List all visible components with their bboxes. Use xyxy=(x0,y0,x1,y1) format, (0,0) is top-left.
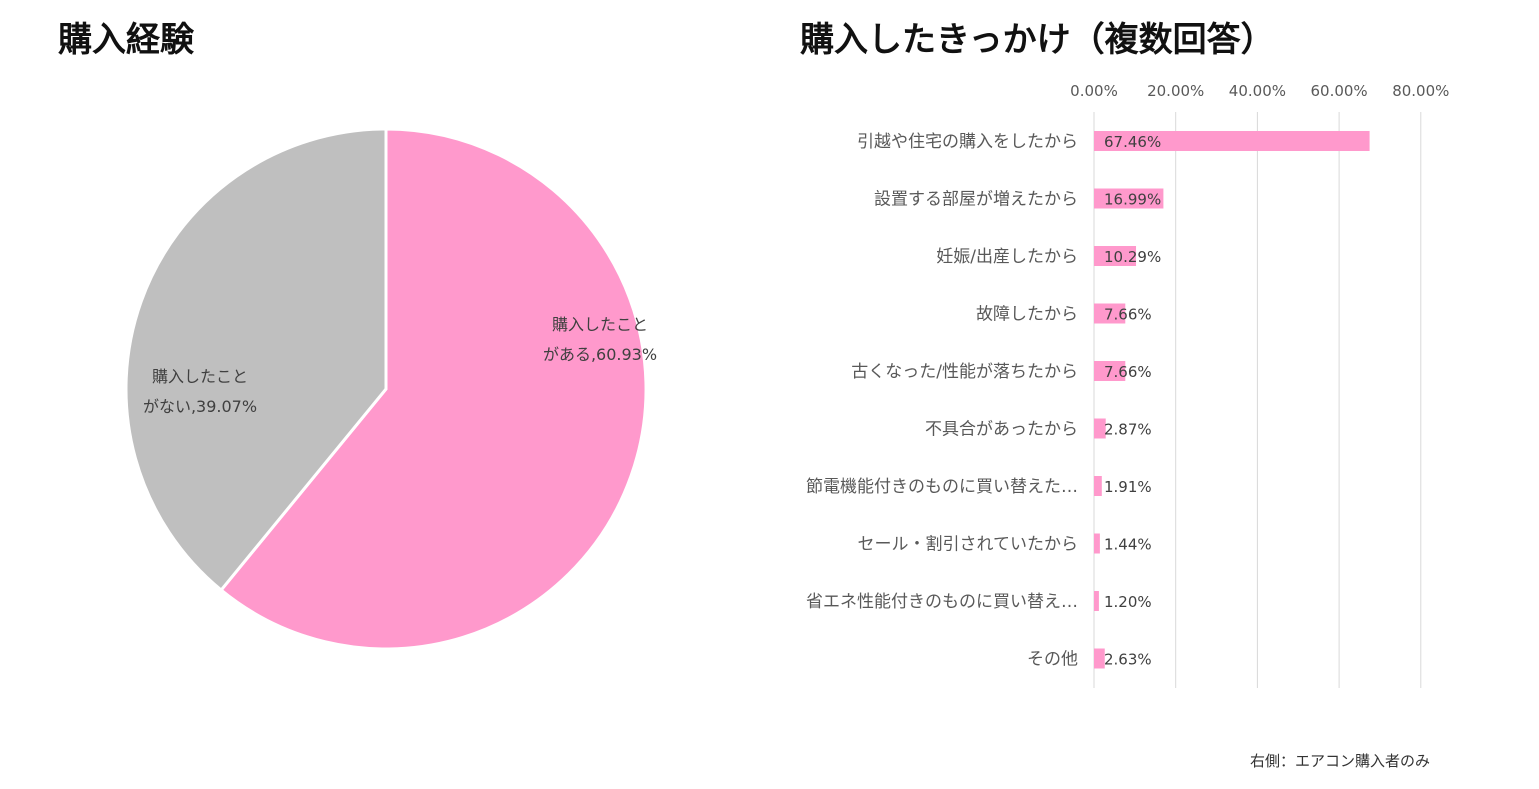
bar-x-tick-label: 20.00% xyxy=(1147,82,1204,100)
bar xyxy=(1094,591,1099,611)
bar-value-label: 10.29% xyxy=(1104,248,1161,266)
bar-category-label: 故障したから xyxy=(976,305,1078,325)
bar-value-label: 2.63% xyxy=(1104,651,1152,669)
bar-value-label: 1.91% xyxy=(1104,478,1152,496)
bar-x-tick-label: 60.00% xyxy=(1310,82,1367,100)
bar-value-label: 1.20% xyxy=(1104,593,1152,611)
bar-category-label: 古くなった/性能が落ちたから xyxy=(851,362,1078,382)
bar-category-label: 引越や住宅の購入をしたから xyxy=(857,132,1078,152)
footnote: 右側：エアコン購入者のみ xyxy=(1250,750,1430,771)
bar-x-tick-label: 40.00% xyxy=(1229,82,1286,100)
bar-category-label: 節電機能付きのものに買い替えた… xyxy=(806,477,1078,497)
bar-category-label: 省エネ性能付きのものに買い替え… xyxy=(806,592,1078,612)
bar xyxy=(1094,534,1100,554)
bar-x-tick-label: 0.00% xyxy=(1070,82,1118,100)
bar-value-label: 1.44% xyxy=(1104,536,1152,554)
bar-x-tick-label: 80.00% xyxy=(1392,82,1449,100)
bar-category-label: 不具合があったから xyxy=(925,420,1078,440)
bar-category-label: その他 xyxy=(1027,650,1078,670)
bar-value-label: 16.99% xyxy=(1104,191,1161,209)
bar-category-label: 妊娠/出産したから xyxy=(936,247,1078,267)
bar-category-label: セール・割引されていたから xyxy=(858,535,1079,555)
bar xyxy=(1094,476,1102,496)
bar-category-label: 設置する部屋が増えたから xyxy=(874,190,1078,210)
bar-value-label: 67.46% xyxy=(1104,133,1161,151)
bar-value-label: 2.87% xyxy=(1104,421,1152,439)
bar-value-label: 7.66% xyxy=(1104,363,1152,381)
bar-value-label: 7.66% xyxy=(1104,306,1152,324)
